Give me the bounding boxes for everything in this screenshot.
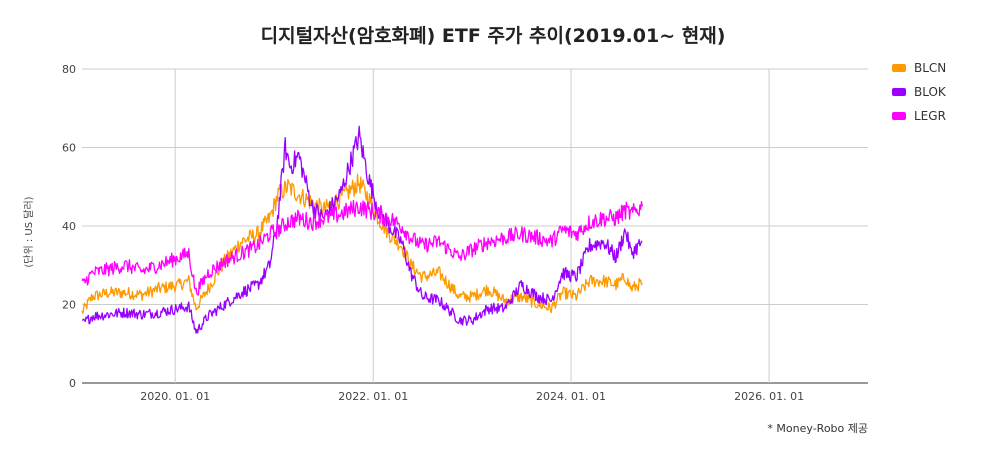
x-tick-label: 2026. 01. 01 [734, 390, 804, 403]
source-note: * Money-Robo 제공 [767, 422, 868, 435]
legend-swatch-legr [892, 112, 906, 120]
legend: BLCN BLOK LEGR [892, 61, 947, 123]
x-tick-label: 2024. 01. 01 [536, 390, 606, 403]
legend-label-blok: BLOK [914, 85, 947, 99]
y-tick-label: 60 [62, 142, 76, 155]
y-tick-label: 20 [62, 299, 76, 312]
x-tick-label: 2020. 01. 01 [140, 390, 210, 403]
grid [82, 68, 868, 384]
x-tick-label: 2022. 01. 01 [338, 390, 408, 403]
y-axis-label: (단위 : US 달러) [22, 196, 35, 267]
series-line-legr [81, 199, 643, 296]
series-line-blok [81, 125, 643, 334]
chart-title: 디지털자산(암호화폐) ETF 주가 추이(2019.01~ 현재) [261, 25, 726, 47]
y-tick-label: 0 [69, 377, 76, 390]
legend-label-blcn: BLCN [914, 61, 946, 75]
x-axis: 2020. 01. 01 2022. 01. 01 2024. 01. 01 2026… [140, 390, 804, 403]
y-tick-label: 40 [62, 220, 76, 233]
y-axis: 0 20 40 60 80 [62, 63, 76, 390]
series-line-blcn [81, 173, 643, 314]
y-tick-label: 80 [62, 63, 76, 76]
legend-label-legr: LEGR [914, 109, 946, 123]
legend-swatch-blcn [892, 64, 906, 72]
legend-swatch-blok [892, 88, 906, 96]
plot-area [81, 125, 643, 334]
